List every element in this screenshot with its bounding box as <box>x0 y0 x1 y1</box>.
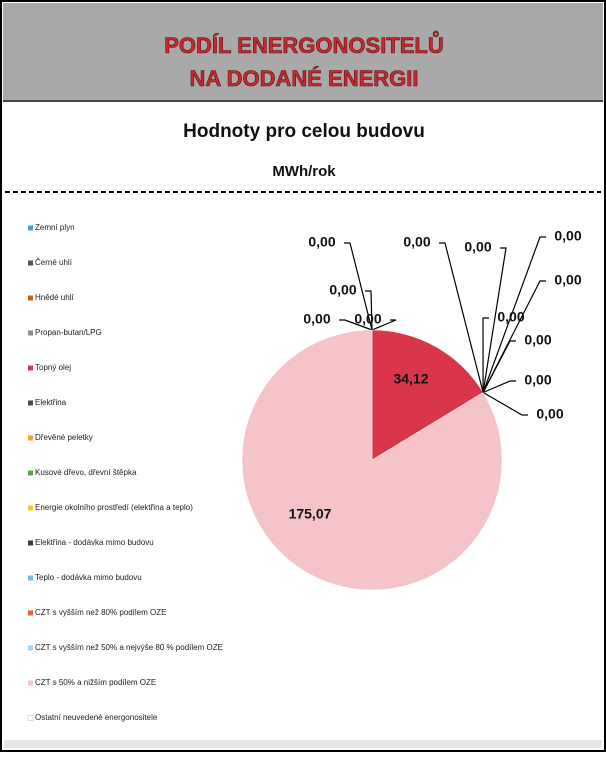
footer <box>4 740 602 748</box>
data-label: 175,07 <box>289 506 332 522</box>
leader-line <box>365 290 373 331</box>
leader-line <box>482 247 507 393</box>
leader-line <box>482 380 516 394</box>
data-label: 0,00 <box>524 372 551 388</box>
legend-swatch <box>28 505 33 511</box>
legend-label: Černé uhlí <box>35 258 73 267</box>
header-band <box>3 3 603 101</box>
leader-line <box>482 317 489 393</box>
data-label: 0,00 <box>308 234 335 250</box>
legend-swatch <box>28 435 33 441</box>
data-label: 34,12 <box>393 371 428 387</box>
legend-swatch <box>28 225 33 231</box>
pie-slice <box>371 329 484 461</box>
legend-label: Elektřina <box>35 398 67 407</box>
data-label: 0,00 <box>329 282 356 298</box>
legend-swatch <box>28 610 33 616</box>
legend-swatch <box>27 715 34 721</box>
legend-label: Topný olej <box>35 363 71 372</box>
leader-line <box>482 340 516 393</box>
data-label: 0,00 <box>554 272 581 288</box>
data-label: 0,00 <box>554 228 581 244</box>
legend-label: Energie okolního prostředí (elektřina a … <box>35 503 193 512</box>
legend-label: Propan-butan/LPG <box>35 328 102 337</box>
data-label: 0,00 <box>354 311 381 327</box>
legend-swatch <box>28 645 33 651</box>
legend-label: CZT s 50% a nižším podílem OZE <box>35 678 156 687</box>
legend-label: Hnědé uhlí <box>35 293 74 302</box>
legend-label: Teplo - dodávka mimo budovu <box>35 573 142 582</box>
leader-line <box>482 391 528 416</box>
chart-title: Hodnoty pro celou budovu <box>183 121 425 142</box>
data-label: 0,00 <box>536 406 563 422</box>
header-line: NA DODANÉ ENERGII <box>190 66 419 91</box>
leader-line <box>371 319 397 331</box>
legend-swatch <box>28 540 33 546</box>
legend-swatch <box>28 365 33 371</box>
legend-swatch <box>28 575 33 581</box>
legend-label: Dřevěné peletky <box>35 433 93 442</box>
leader-line <box>439 242 484 393</box>
data-label: 0,00 <box>303 311 330 327</box>
leader-line <box>482 236 546 393</box>
legend-swatch <box>28 295 33 301</box>
data-label: 0,00 <box>403 234 430 250</box>
legend-swatch <box>28 260 33 266</box>
legend-label: Zemní plyn <box>35 223 75 232</box>
data-label: 0,00 <box>464 239 491 255</box>
leader-line <box>344 242 373 331</box>
leader-line <box>339 319 373 331</box>
data-label: 0,00 <box>497 309 524 325</box>
legend-swatch <box>28 680 33 686</box>
chart-subtitle: MWh/rok <box>272 163 336 180</box>
header-line: PODÍL ENERGONOSITELŮ <box>164 30 444 58</box>
legend-label: CZT s vyšším než 50% a nejvýše 80 % podí… <box>35 643 223 652</box>
data-label: 0,00 <box>524 332 551 348</box>
legend-label: Kusové dřevo, dřevní štěpka <box>35 468 137 477</box>
legend-swatch <box>28 470 33 476</box>
legend-swatch <box>28 400 33 406</box>
pie-slice <box>241 329 503 591</box>
legend-label: Ostatní neuvedené energonositele <box>35 713 158 722</box>
legend-label: CZT s vyšším než 80% podílem OZE <box>35 608 166 617</box>
legend-label: Elektřina - dodávka mimo budovu <box>35 538 154 547</box>
legend-swatch <box>28 330 33 336</box>
